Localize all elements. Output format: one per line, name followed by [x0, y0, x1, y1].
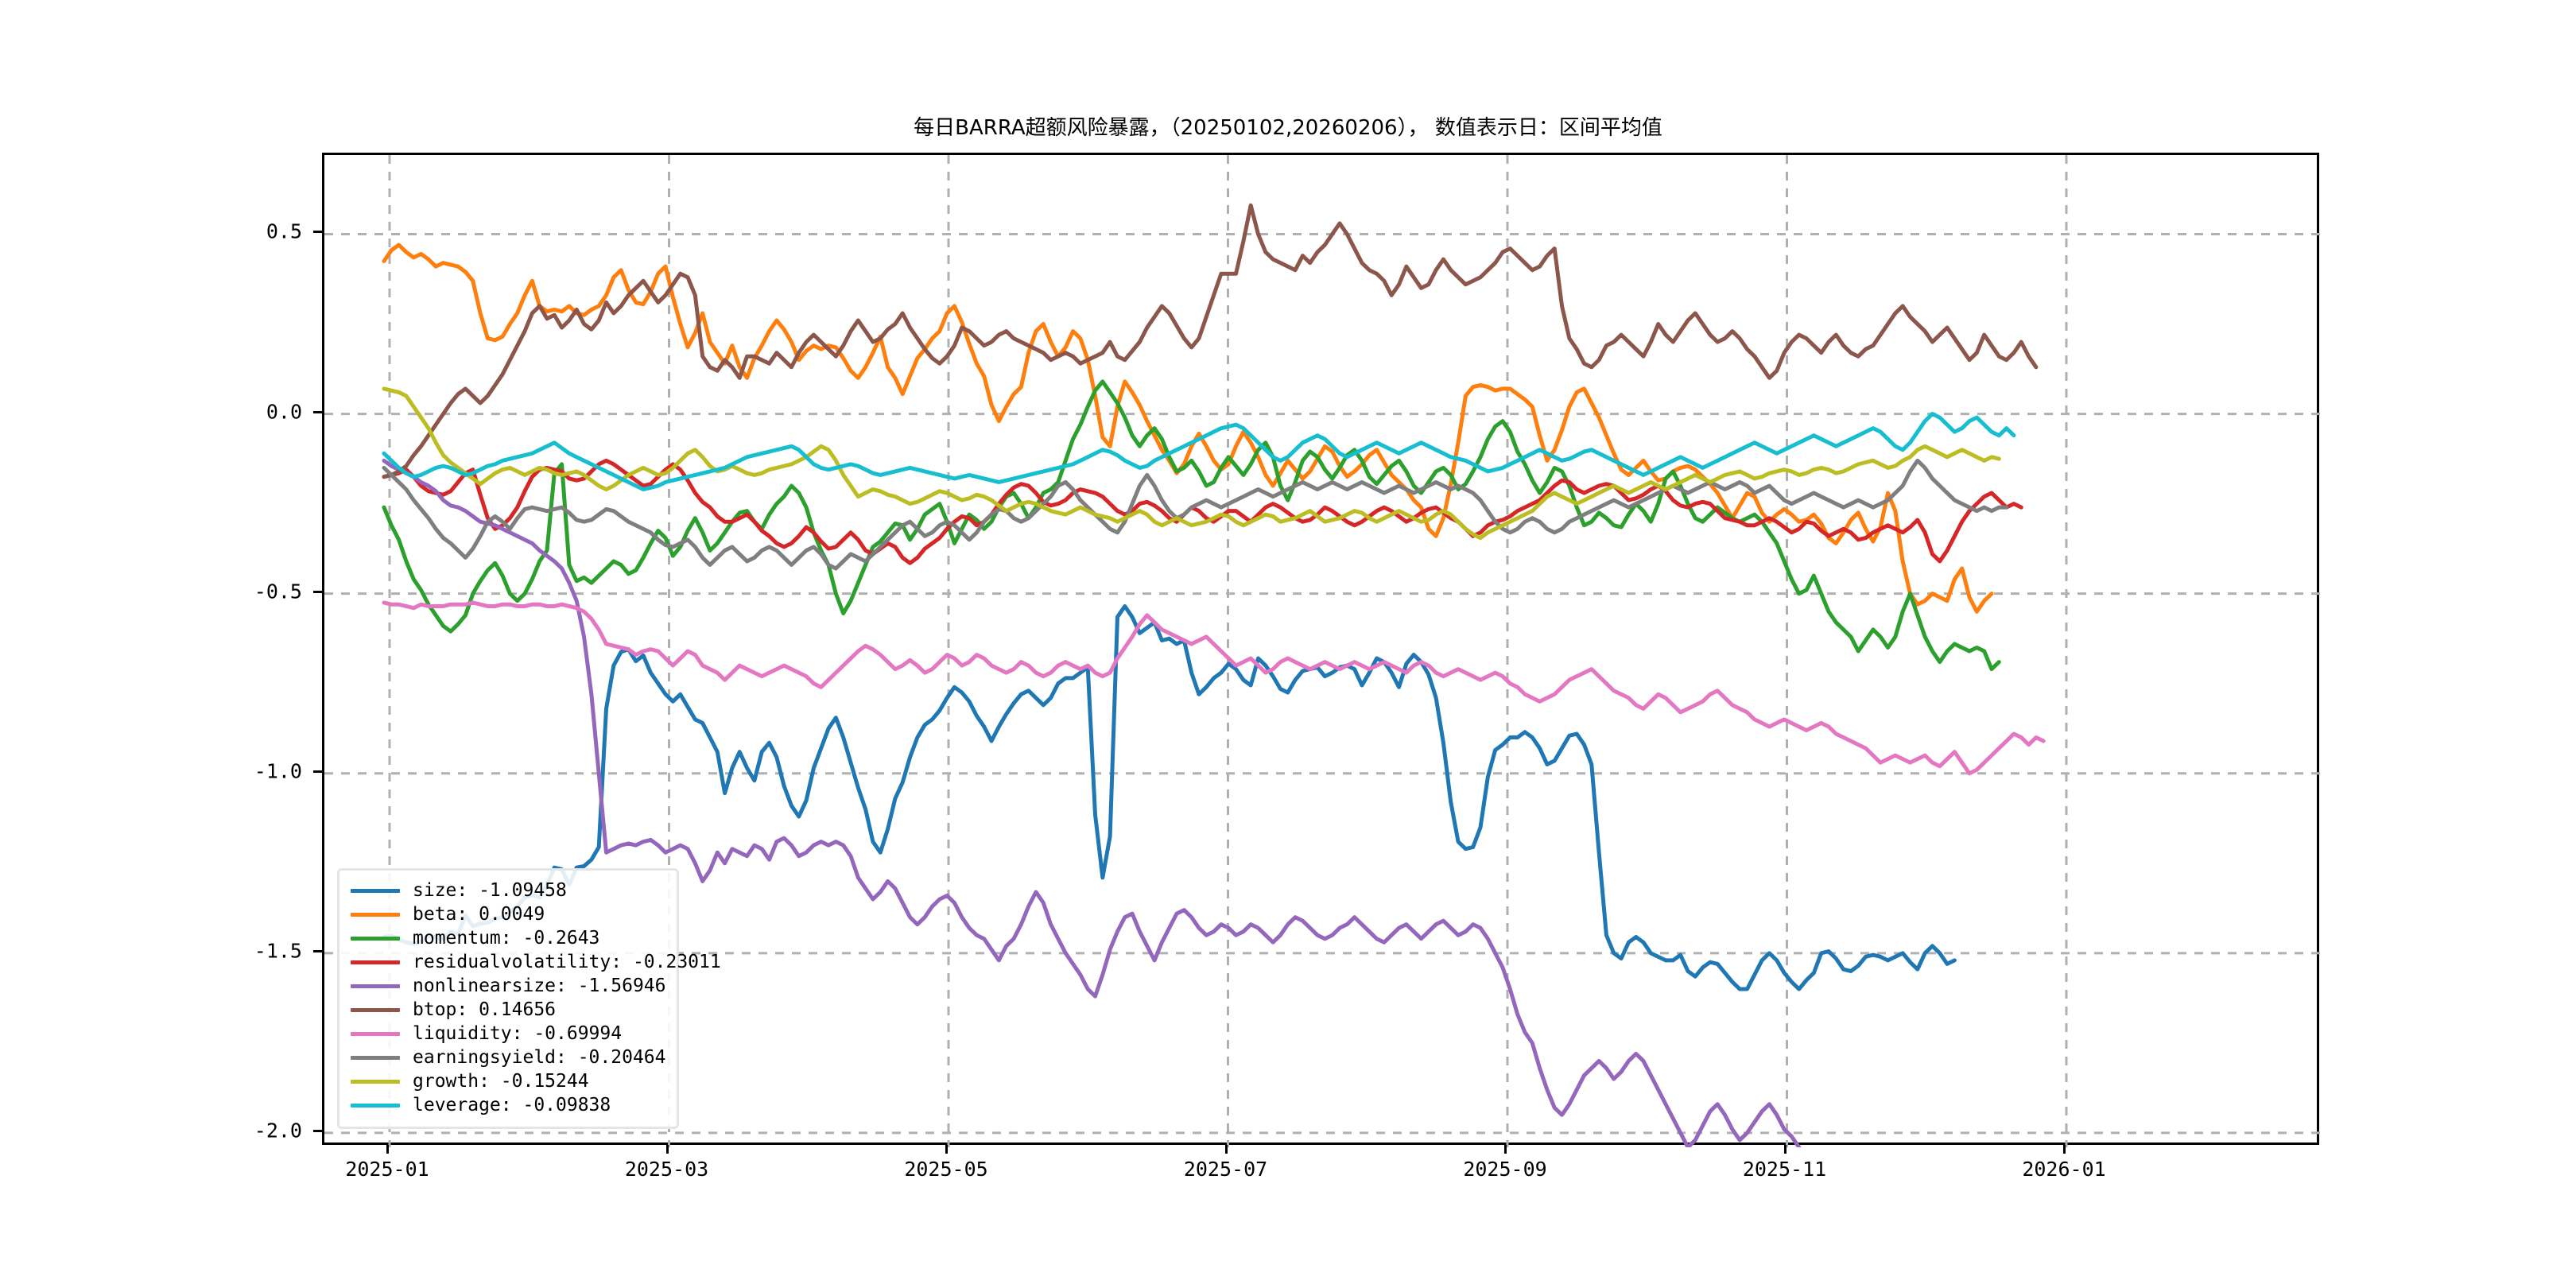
y-tick-label: -1.5	[254, 939, 302, 963]
legend-color-swatch	[351, 1103, 400, 1108]
x-tick-label: 2025-11	[1742, 1158, 1827, 1181]
legend-label: momentum: -0.2643	[413, 928, 600, 949]
legend-color-swatch	[351, 1007, 400, 1012]
legend-label: liquidity: -0.69994	[413, 1023, 623, 1044]
y-tick-mark	[313, 770, 322, 773]
y-tick-mark	[313, 410, 322, 413]
legend-item-size[interactable]: size: -1.09458	[351, 879, 665, 902]
legend-item-btop[interactable]: btop: 0.14656	[351, 998, 665, 1022]
x-tick-label: 2025-05	[904, 1158, 988, 1181]
y-tick-mark	[313, 1129, 322, 1132]
x-tick-label: 2025-03	[624, 1158, 709, 1181]
y-tick-mark	[313, 590, 322, 593]
legend-color-swatch	[351, 888, 400, 893]
series-line-earningsyield	[382, 458, 2009, 571]
legend-color-swatch	[351, 960, 400, 964]
x-tick-mark	[1224, 1145, 1228, 1154]
y-tick-label: 0.0	[266, 400, 302, 424]
x-tick-mark	[1783, 1145, 1787, 1154]
legend-label: beta: 0.0049	[413, 904, 545, 925]
legend-label: leverage: -0.09838	[413, 1095, 611, 1115]
legend-item-residualvolatility[interactable]: residualvolatility: -0.23011	[351, 950, 721, 974]
legend-item-leverage[interactable]: leverage: -0.09838	[351, 1093, 665, 1117]
series-line-growth	[382, 386, 2001, 541]
chart-title: 每日BARRA超额风险暴露，（20250102,20260206）， 数值表示日…	[914, 116, 1662, 140]
legend-item-growth[interactable]: growth: -0.15244	[351, 1069, 665, 1093]
x-tick-mark	[665, 1145, 669, 1154]
x-tick-mark	[945, 1145, 948, 1154]
y-tick-label: 0.5	[266, 219, 302, 243]
y-axis-tick-labels: 0.5 0.0 -0.5 -1.0 -1.5 -2.0	[199, 153, 302, 1145]
series-line-beta	[382, 242, 1994, 614]
x-axis-tick-labels: 2025-01 2025-03 2025-05 2025-07 2025-09 2025-…	[322, 1154, 2319, 1191]
legend-color-swatch	[351, 936, 400, 941]
legend-label: residualvolatility: -0.23011	[413, 952, 721, 972]
chart-legend: size: -1.09458 beta: 0.0049 momentum: -0.2…	[337, 868, 721, 1129]
series-line-nonlinearsize	[382, 458, 1802, 1147]
legend-item-liquidity[interactable]: liquidity: -0.69994	[351, 1022, 665, 1046]
x-tick-label: 2026-01	[2022, 1158, 2106, 1181]
chart-canvas	[324, 155, 2322, 1147]
x-tick-label: 2025-09	[1463, 1158, 1547, 1181]
series-line-momentum	[382, 379, 2001, 672]
y-tick-label: -0.5	[254, 580, 302, 603]
legend-color-swatch	[351, 983, 400, 988]
legend-color-swatch	[351, 1031, 400, 1036]
y-tick-label: -1.0	[254, 759, 302, 783]
y-tick-mark	[313, 231, 322, 234]
legend-label: growth: -0.15244	[413, 1071, 589, 1092]
series-group	[382, 203, 2046, 1147]
legend-color-swatch	[351, 912, 400, 917]
legend-label: nonlinearsize: -1.56946	[413, 976, 666, 996]
legend-label: btop: 0.14656	[413, 999, 557, 1020]
legend-item-earningsyield[interactable]: earningsyield: -0.20464	[351, 1046, 666, 1069]
x-tick-mark	[1504, 1145, 1507, 1154]
x-tick-mark	[2063, 1145, 2066, 1154]
series-line-size	[382, 603, 1957, 991]
legend-color-swatch	[351, 1079, 400, 1084]
legend-label: size: -1.09458	[413, 880, 567, 901]
legend-label: earningsyield: -0.20464	[413, 1047, 666, 1068]
legend-item-momentum[interactable]: momentum: -0.2643	[351, 926, 665, 950]
y-tick-label: -2.0	[254, 1119, 302, 1143]
series-line-liquidity	[382, 600, 2046, 776]
series-line-btop	[382, 203, 2039, 479]
x-tick-mark	[386, 1145, 389, 1154]
legend-item-nonlinearsize[interactable]: nonlinearsize: -1.56946	[351, 974, 666, 998]
legend-item-beta[interactable]: beta: 0.0049	[351, 902, 665, 926]
x-tick-label: 2025-07	[1183, 1158, 1268, 1181]
series-line-leverage	[382, 412, 2016, 492]
legend-color-swatch	[351, 1055, 400, 1060]
series-line-residualvolatility	[382, 458, 2023, 565]
y-tick-mark	[313, 949, 322, 952]
x-tick-label: 2025-01	[345, 1158, 429, 1181]
